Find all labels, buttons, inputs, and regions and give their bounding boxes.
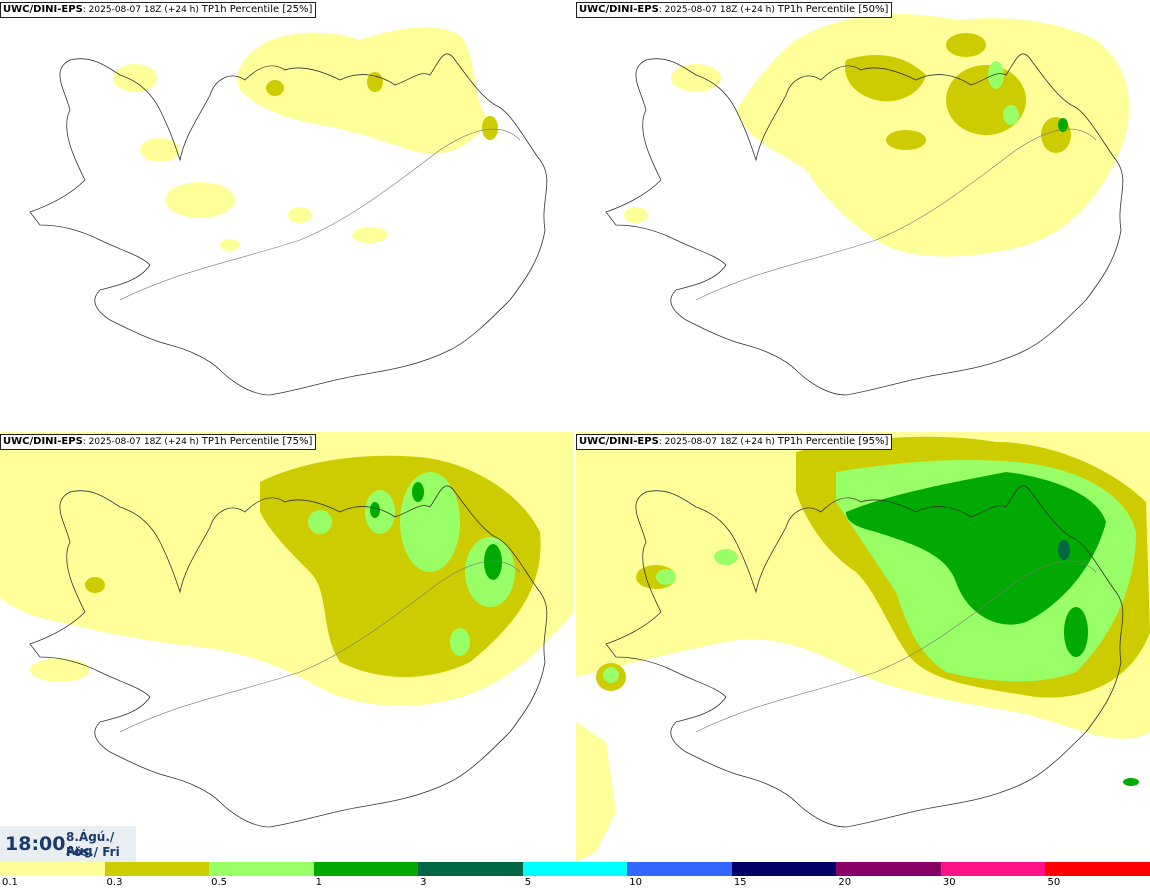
- map-panel-p50: UWC/DINI-EPS: 2025-08-07 18Z (+24 h) TP1…: [576, 0, 1150, 432]
- valid-date-line1: 8.Ágú./ Aug: [66, 830, 115, 858]
- colorbar-tick-label: 0.1: [2, 877, 18, 888]
- run-time: 2025-08-07 18Z (+24 h): [88, 5, 199, 15]
- colorbar-tick-label: 3: [420, 877, 427, 888]
- parameter: TP1h Percentile [25%]: [201, 4, 313, 15]
- map-panel-p75: UWC/DINI-EPS: 2025-08-07 18Z (+24 h) TP1…: [0, 432, 574, 864]
- precip-layer-yellow: [113, 27, 490, 251]
- colorbar-swatch: [940, 862, 1046, 876]
- colorbar-tick-label: 0.3: [106, 877, 123, 888]
- valid-date-line2: Fös./ Fri: [66, 845, 120, 859]
- precip-map-p95: [576, 432, 1150, 862]
- run-time: 2025-08-07 18Z (+24 h): [664, 5, 775, 15]
- colorbar-swatch: [836, 862, 941, 876]
- precip-map-p75: [0, 432, 574, 706]
- run-time: 2025-08-07 18Z (+24 h): [664, 437, 775, 447]
- panel-title: UWC/DINI-EPS: 2025-08-07 18Z (+24 h) TP1…: [576, 2, 893, 18]
- colorbar-swatch: [627, 862, 732, 876]
- colorbar-tick-label: 1: [315, 877, 322, 888]
- colorbar-ticks: 0.1 0.3 0.5 1 3 5 10 15 20 30 50: [0, 876, 1150, 891]
- colorbar-tick-label: 30: [942, 877, 956, 888]
- colorbar-swatch: [731, 862, 837, 876]
- colorbar-swatch: [104, 862, 210, 876]
- colorbar-tick-label: 50: [1047, 877, 1061, 888]
- colorbar-swatch: [418, 862, 523, 876]
- colorbar-tick-label: 15: [733, 877, 747, 888]
- map-panel-p95: UWC/DINI-EPS: 2025-08-07 18Z (+24 h) TP1…: [576, 432, 1150, 864]
- model-name: UWC/DINI-EPS: [579, 4, 659, 15]
- colorbar-tick-label: 5: [524, 877, 532, 888]
- colorbar-swatch: [209, 862, 314, 876]
- panel-title: UWC/DINI-EPS: 2025-08-07 18Z (+24 h) TP1…: [0, 2, 317, 18]
- valid-time: 18:00: [5, 833, 66, 855]
- parameter: TP1h Percentile [95%]: [777, 436, 889, 447]
- colorbar-swatch: [313, 862, 419, 876]
- colorbar-swatch: [522, 862, 628, 876]
- colorbar-swatch: [1045, 862, 1150, 876]
- run-time: 2025-08-07 18Z (+24 h): [88, 437, 199, 447]
- valid-time-box: 18:00 8.Ágú./ Aug Fös./ Fri: [0, 826, 136, 862]
- colorbar: [0, 862, 1150, 876]
- model-name: UWC/DINI-EPS: [3, 436, 83, 447]
- precip-map-p25: [113, 27, 498, 251]
- panel-divider: [574, 0, 576, 862]
- parameter: TP1h Percentile [75%]: [201, 436, 313, 447]
- precip-layer-green: [1058, 118, 1068, 132]
- parameter: TP1h Percentile [50%]: [777, 4, 889, 15]
- precip-map-p50: [624, 14, 1130, 257]
- model-name: UWC/DINI-EPS: [3, 4, 83, 15]
- colorbar-tick-label: 0.5: [211, 877, 227, 888]
- colorbar-swatch: [0, 862, 105, 876]
- panel-title: UWC/DINI-EPS: 2025-08-07 18Z (+24 h) TP1…: [576, 434, 893, 450]
- panel-title: UWC/DINI-EPS: 2025-08-07 18Z (+24 h) TP1…: [0, 434, 317, 450]
- model-name: UWC/DINI-EPS: [579, 436, 659, 447]
- precip-layer-darkgreen: [1058, 540, 1070, 560]
- colorbar-tick-label: 10: [629, 877, 642, 888]
- map-panel-p25: UWC/DINI-EPS: 2025-08-07 18Z (+24 h) TP1…: [0, 0, 574, 432]
- colorbar-tick-label: 20: [838, 877, 852, 888]
